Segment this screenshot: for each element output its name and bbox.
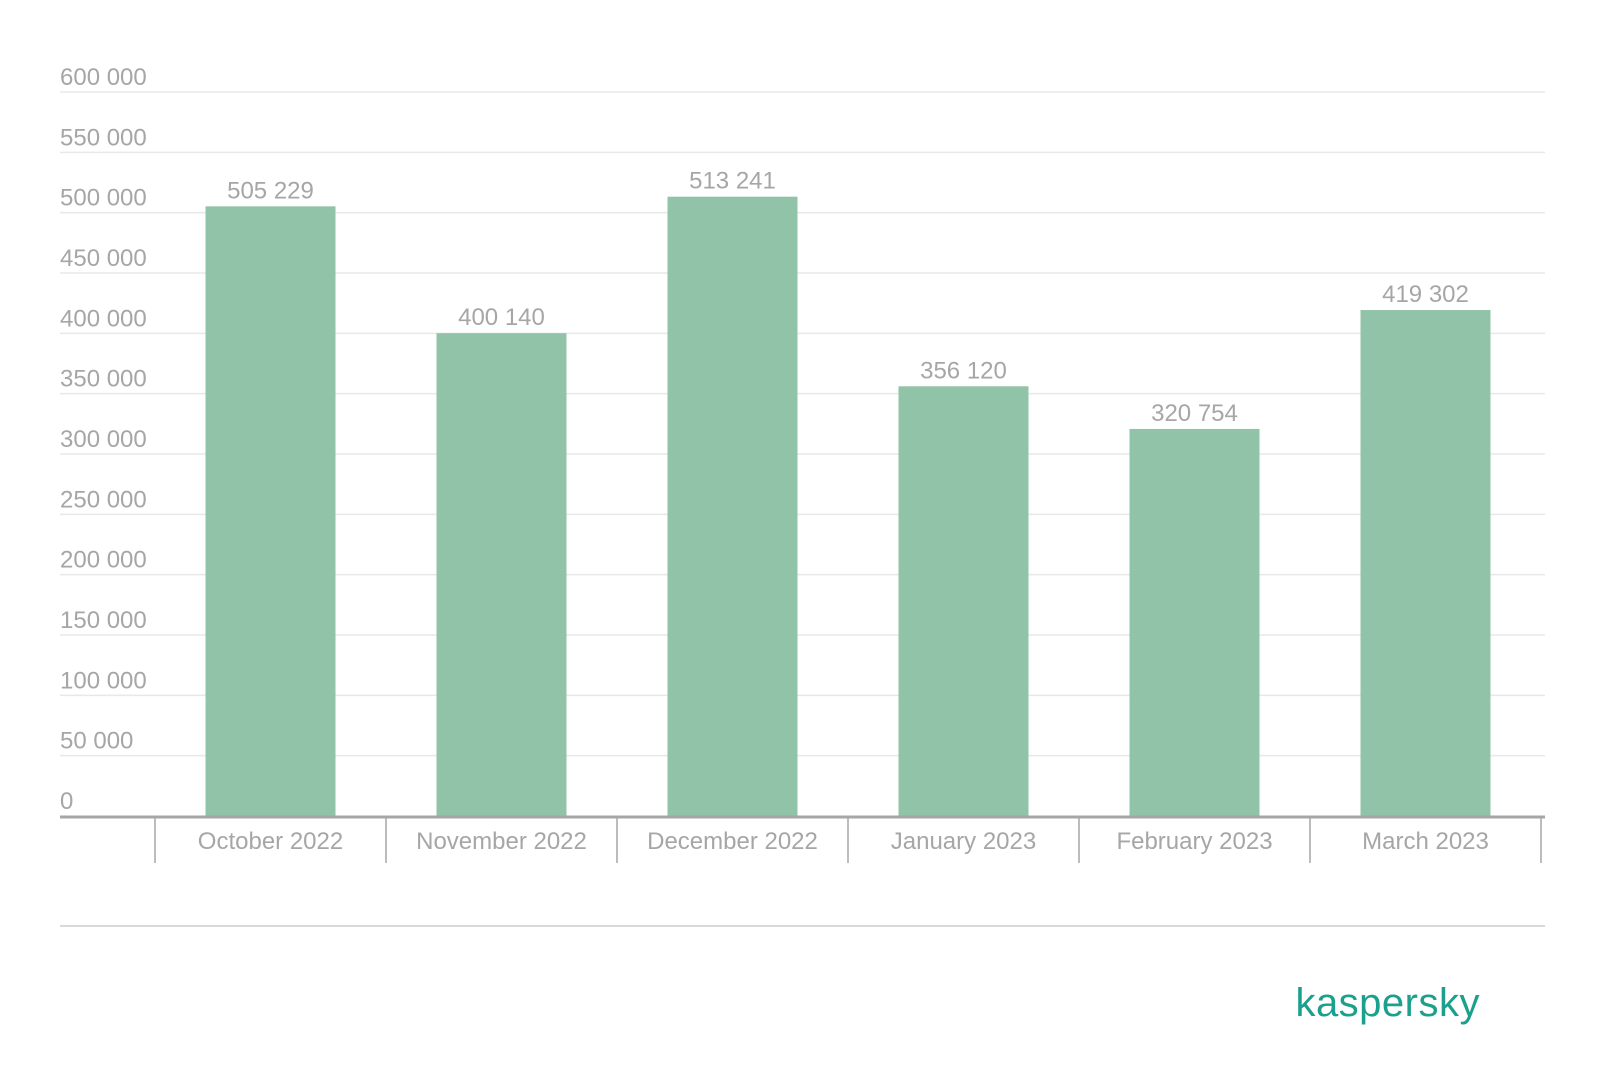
bar-value-label: 400 140 — [458, 304, 545, 331]
bar — [436, 333, 567, 816]
bar-value-label: 505 229 — [227, 177, 314, 204]
y-tick-label: 400 000 — [60, 305, 147, 332]
y-tick-label: 0 — [60, 788, 73, 815]
x-category-label: November 2022 — [416, 828, 587, 855]
x-category-label: December 2022 — [647, 828, 818, 855]
x-category-label: February 2023 — [1116, 828, 1272, 855]
y-tick-label: 50 000 — [60, 728, 133, 755]
y-tick-label: 450 000 — [60, 245, 147, 272]
x-category-label: October 2022 — [198, 828, 343, 855]
kaspersky-logo: kaspersky — [1295, 981, 1480, 1025]
y-tick-label: 500 000 — [60, 185, 147, 212]
bar — [667, 196, 798, 816]
y-tick-label: 150 000 — [60, 607, 147, 634]
y-tick-label: 600 000 — [60, 64, 147, 91]
y-tick-label: 350 000 — [60, 366, 147, 393]
bar-value-label: 320 754 — [1151, 400, 1238, 427]
bar — [1360, 310, 1491, 816]
x-category-label: March 2023 — [1362, 828, 1489, 855]
bar — [205, 206, 336, 817]
y-tick-label: 200 000 — [60, 547, 147, 574]
bar-value-label: 356 120 — [920, 357, 1007, 384]
bar-value-label: 419 302 — [1382, 281, 1469, 308]
bar — [898, 386, 1029, 816]
y-tick-label: 100 000 — [60, 667, 147, 694]
y-axis-ticks: 0 50 000 100 000 150 000 200 000 250 000 300 0… — [60, 64, 147, 815]
y-tick-label: 550 000 — [60, 124, 147, 151]
bar — [1129, 428, 1260, 816]
bar-value-label: 513 241 — [689, 168, 776, 195]
y-tick-label: 250 000 — [60, 486, 147, 513]
x-category-label: January 2023 — [891, 828, 1036, 855]
bars: 505 229 400 140 513 241 356 120 320 754 419 3… — [205, 168, 1491, 817]
x-axis: October 2022 November 2022 December 2022 Ja… — [60, 815, 1545, 863]
y-tick-label: 300 000 — [60, 426, 147, 453]
